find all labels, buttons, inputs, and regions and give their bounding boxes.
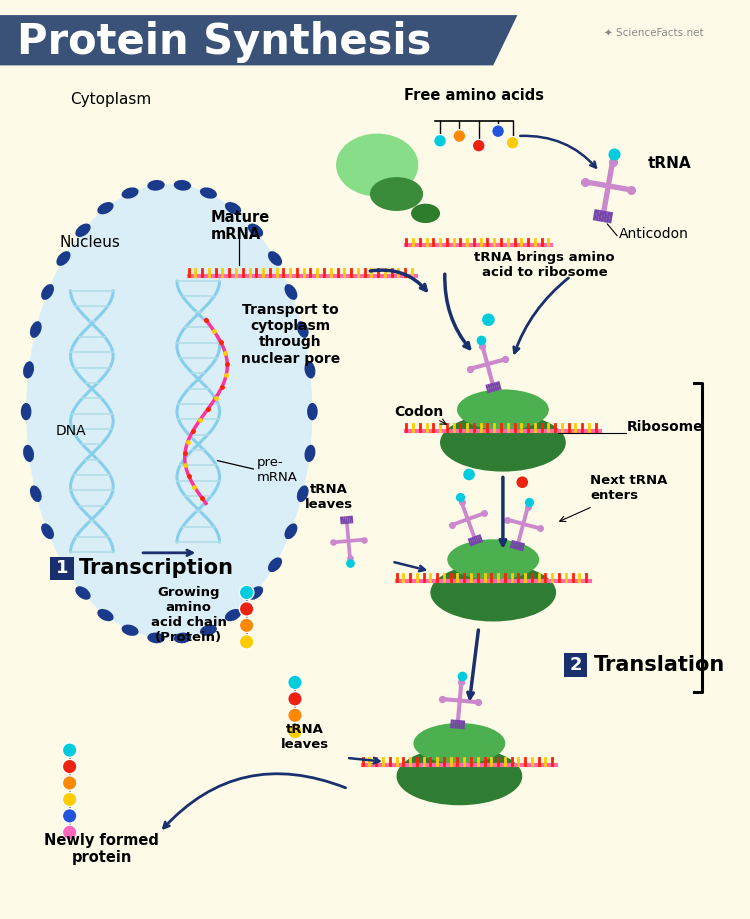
Text: tRNA: tRNA bbox=[648, 156, 692, 171]
Ellipse shape bbox=[147, 180, 165, 190]
Ellipse shape bbox=[239, 585, 254, 600]
Text: Ribosome: Ribosome bbox=[627, 420, 704, 434]
Ellipse shape bbox=[440, 414, 566, 471]
Text: 2: 2 bbox=[569, 656, 582, 674]
Ellipse shape bbox=[297, 321, 308, 338]
Ellipse shape bbox=[174, 632, 191, 643]
Ellipse shape bbox=[482, 313, 495, 326]
Ellipse shape bbox=[464, 469, 475, 481]
Text: tRNA brings amino
acid to ribosome: tRNA brings amino acid to ribosome bbox=[474, 251, 615, 279]
Text: tRNA
leaves: tRNA leaves bbox=[304, 483, 353, 511]
Ellipse shape bbox=[30, 321, 42, 338]
Ellipse shape bbox=[268, 558, 282, 573]
Ellipse shape bbox=[268, 251, 282, 266]
Text: Newly formed
protein: Newly formed protein bbox=[44, 833, 159, 865]
Ellipse shape bbox=[62, 776, 77, 790]
Ellipse shape bbox=[62, 759, 77, 774]
Ellipse shape bbox=[288, 708, 302, 722]
Ellipse shape bbox=[288, 724, 302, 739]
Ellipse shape bbox=[122, 187, 139, 199]
Ellipse shape bbox=[304, 361, 316, 379]
Text: pre-
mRNA: pre- mRNA bbox=[256, 456, 297, 483]
Ellipse shape bbox=[284, 523, 298, 539]
Ellipse shape bbox=[41, 523, 54, 539]
Text: Translation: Translation bbox=[594, 655, 725, 675]
Text: Nucleus: Nucleus bbox=[60, 235, 121, 250]
Ellipse shape bbox=[41, 284, 54, 300]
Ellipse shape bbox=[26, 185, 313, 639]
Ellipse shape bbox=[239, 602, 254, 616]
Ellipse shape bbox=[225, 202, 242, 214]
Polygon shape bbox=[0, 15, 518, 65]
Ellipse shape bbox=[56, 558, 70, 573]
Ellipse shape bbox=[23, 445, 34, 462]
Ellipse shape bbox=[472, 140, 485, 152]
Ellipse shape bbox=[248, 223, 263, 237]
Ellipse shape bbox=[288, 692, 302, 706]
Text: Growing
amino
acid chain
(Protein): Growing amino acid chain (Protein) bbox=[151, 585, 226, 643]
Ellipse shape bbox=[56, 251, 70, 266]
Ellipse shape bbox=[62, 809, 77, 823]
Ellipse shape bbox=[517, 476, 528, 488]
Text: Next tRNA
enters: Next tRNA enters bbox=[590, 473, 668, 502]
Ellipse shape bbox=[30, 485, 42, 502]
Ellipse shape bbox=[98, 609, 113, 621]
Ellipse shape bbox=[75, 223, 91, 237]
Text: Mature
mRNA: Mature mRNA bbox=[211, 210, 270, 242]
Ellipse shape bbox=[147, 632, 165, 643]
Text: tRNA
leaves: tRNA leaves bbox=[280, 723, 328, 751]
Ellipse shape bbox=[397, 747, 522, 805]
Ellipse shape bbox=[411, 204, 440, 223]
Ellipse shape bbox=[239, 618, 254, 632]
Ellipse shape bbox=[413, 723, 506, 764]
Ellipse shape bbox=[75, 586, 91, 600]
Ellipse shape bbox=[23, 361, 34, 379]
Ellipse shape bbox=[200, 625, 217, 636]
Ellipse shape bbox=[200, 187, 217, 199]
Ellipse shape bbox=[304, 445, 316, 462]
Ellipse shape bbox=[62, 825, 77, 840]
Ellipse shape bbox=[62, 792, 77, 807]
Text: Transcription: Transcription bbox=[80, 559, 234, 578]
Ellipse shape bbox=[284, 284, 298, 300]
Ellipse shape bbox=[457, 390, 549, 430]
Text: Codon: Codon bbox=[394, 405, 444, 419]
Ellipse shape bbox=[492, 125, 504, 138]
Ellipse shape bbox=[297, 485, 308, 502]
Ellipse shape bbox=[447, 539, 539, 580]
Ellipse shape bbox=[307, 403, 318, 420]
Ellipse shape bbox=[336, 133, 418, 197]
Text: Protein Synthesis: Protein Synthesis bbox=[17, 21, 432, 63]
Ellipse shape bbox=[370, 177, 423, 211]
Text: 1: 1 bbox=[56, 560, 68, 577]
Ellipse shape bbox=[430, 563, 556, 621]
Ellipse shape bbox=[225, 609, 242, 621]
Ellipse shape bbox=[21, 403, 32, 420]
Ellipse shape bbox=[62, 743, 77, 757]
Ellipse shape bbox=[239, 634, 254, 649]
Text: DNA: DNA bbox=[56, 424, 87, 438]
FancyBboxPatch shape bbox=[564, 653, 587, 676]
Text: Cytoplasm: Cytoplasm bbox=[70, 92, 151, 108]
Text: Anticodon: Anticodon bbox=[619, 227, 688, 241]
Ellipse shape bbox=[288, 675, 302, 689]
Text: Transport to
cytoplasm
through
nuclear pore: Transport to cytoplasm through nuclear p… bbox=[241, 303, 340, 366]
FancyBboxPatch shape bbox=[50, 557, 74, 580]
Ellipse shape bbox=[248, 586, 263, 600]
Text: ✦ ScienceFacts.net: ✦ ScienceFacts.net bbox=[604, 28, 704, 38]
Ellipse shape bbox=[174, 180, 191, 190]
Ellipse shape bbox=[98, 202, 113, 214]
Ellipse shape bbox=[453, 130, 466, 142]
Ellipse shape bbox=[506, 137, 519, 149]
Text: Free amino acids: Free amino acids bbox=[404, 88, 544, 103]
Ellipse shape bbox=[122, 625, 139, 636]
Ellipse shape bbox=[433, 134, 446, 147]
